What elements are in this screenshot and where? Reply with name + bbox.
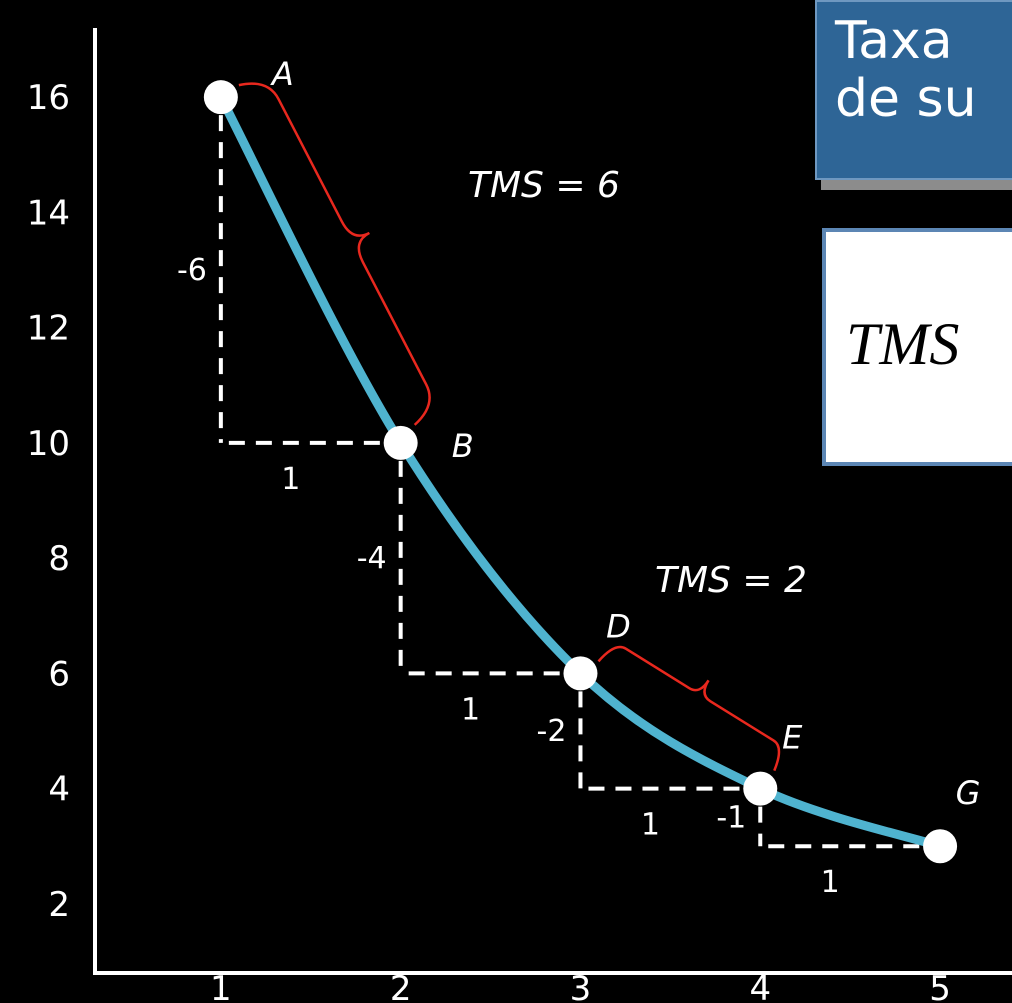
point-label: E [782,719,803,757]
point-label: D [606,607,631,645]
step-dy-label: -1 [716,800,746,835]
step-dx-label: 1 [641,808,660,843]
tms-annotation: TMS = 2 [655,560,807,601]
y-tick-label: 10 [27,424,70,464]
chart-labels: A B D E G TMS = 6 TMS = 2 [270,55,981,812]
curve-point-marker [563,656,598,691]
x-tick-label: 3 [570,969,592,1003]
slide-title-line-2: de su [835,69,977,129]
y-tick-label: 8 [48,539,70,579]
indifference-curve [216,92,945,851]
step-dx-label: 1 [821,865,840,900]
y-tick-label: 4 [48,770,70,810]
point-label: A [270,55,294,93]
y-tick-label: 2 [48,885,70,925]
axis-lines [93,28,1012,975]
step-dy-label: -4 [357,541,387,576]
curve-point-marker [923,829,958,864]
step-dx-label: 1 [281,462,300,497]
indifference-curve-line [216,92,945,851]
x-tick-label: 5 [929,969,951,1003]
slide-title-box: Taxa de su [815,0,1012,180]
tms-annotation: TMS = 6 [468,165,620,206]
curve-point-marker [383,425,418,460]
step-dy-label: -6 [177,253,207,288]
step-dx-label: 1 [461,692,480,727]
curve-points [203,80,958,864]
y-tick-label: 6 [48,654,70,694]
y-tick-label: 16 [27,78,70,118]
point-label: B [452,427,474,465]
curve-point-marker [203,80,238,115]
y-tick-label: 14 [27,193,70,233]
formula-box: TMS [822,228,1012,466]
step-dy-label: -2 [537,714,567,749]
y-tick-label: 12 [27,309,70,349]
point-label: G [956,774,981,812]
slide-title-line-1: Taxa [835,11,953,71]
formula-text: TMS [846,311,960,377]
curve-point-marker [743,771,778,806]
x-tick-label: 4 [749,969,771,1003]
tms-brace [238,82,431,426]
step-guides: -6 1 -4 1 -2 1 -1 1 [177,115,925,900]
x-tick-label: 1 [210,969,232,1003]
x-tick-label: 2 [390,969,412,1003]
